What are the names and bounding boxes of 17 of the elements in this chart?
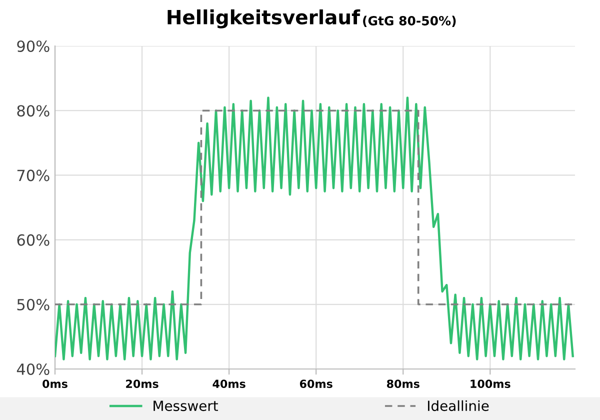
x-tick-label: 40ms	[212, 380, 246, 388]
legend-label: Ideallinie	[428, 400, 489, 412]
y-tick-label: 80%	[17, 105, 50, 117]
chart-subtitle: (GtG 80-50%)	[363, 16, 456, 27]
x-tick-label: 0ms	[42, 380, 68, 388]
y-tick-label: 70%	[17, 170, 50, 182]
chart-title: Helligkeitsverlauf	[168, 9, 360, 28]
x-tick-label: 60ms	[300, 380, 332, 388]
legend-label: Messwert	[154, 400, 218, 412]
y-tick-label: 50%	[17, 298, 50, 310]
line-series	[55, 96, 574, 360]
x-tick-label: 80ms	[386, 380, 420, 388]
y-tick-label: 90%	[17, 40, 50, 52]
y-tick-label: 60%	[17, 234, 50, 246]
x-tick-label: 100ms	[470, 380, 510, 388]
y-tick-label: 40%	[16, 363, 50, 376]
x-tick-label: 20ms	[126, 380, 158, 388]
